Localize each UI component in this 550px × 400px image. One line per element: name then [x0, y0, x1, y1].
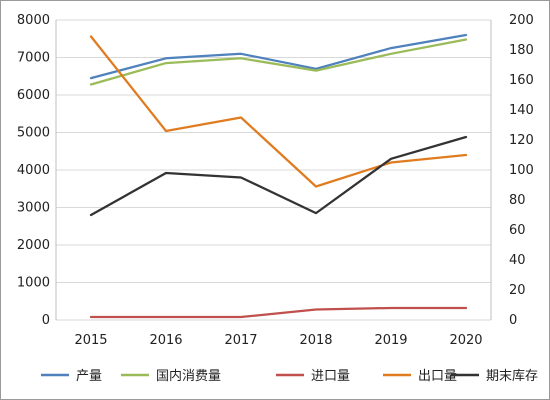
legend: 产量 国内消费量 进口量 出口量 期末库存	[41, 368, 538, 384]
x-tick-label: 2016	[149, 333, 182, 348]
y-left-tick-label: 0	[42, 313, 50, 328]
y-right-tick-label: 40	[509, 253, 526, 268]
y-left-tick-label: 2000	[17, 238, 50, 253]
series-line-3	[89, 306, 468, 319]
y-right-tick-label: 140	[509, 103, 534, 118]
legend-label: 国内消费量	[156, 368, 221, 384]
y-right-tick-label: 60	[509, 223, 526, 238]
x-tick-label: 2015	[74, 333, 107, 348]
y-left-tick-label: 7000	[17, 51, 50, 66]
y-right-tick-label: 160	[509, 73, 534, 88]
series-line-4	[89, 35, 468, 188]
y-left-tick-label: 5000	[17, 126, 50, 141]
grid-lines	[56, 19, 491, 321]
y-left-tick-label: 3000	[17, 201, 50, 216]
y-left-tick-label: 8000	[17, 13, 50, 28]
series-lines	[89, 33, 468, 319]
x-tick-label: 2019	[374, 333, 407, 348]
y-right-tick-label: 0	[509, 313, 517, 328]
y-left-tick-label: 1000	[17, 276, 50, 291]
x-tick-label: 2017	[224, 333, 257, 348]
y-right-tick-label: 120	[509, 133, 534, 148]
x-tick-label: 2020	[449, 333, 482, 348]
legend-label: 出口量	[418, 369, 457, 384]
y-right-tick-label: 100	[509, 163, 534, 178]
legend-label: 期末库存	[486, 368, 538, 384]
legend-label: 产量	[76, 369, 102, 384]
y-right-tick-label: 20	[509, 283, 526, 298]
x-tick-label: 2018	[299, 333, 332, 348]
series-line-5	[89, 135, 468, 217]
series-line-2	[89, 38, 468, 86]
axes: 0 1000 2000 3000 4000 5000 6000 7000 8000 0 20 40 60…	[17, 13, 534, 348]
y-left-tick-label: 4000	[17, 163, 50, 178]
y-left-tick-label: 6000	[17, 88, 50, 103]
y-right-tick-label: 200	[509, 13, 534, 28]
legend-label: 进口量	[311, 369, 350, 384]
series-line-1	[89, 33, 468, 80]
y-right-tick-label: 80	[509, 193, 526, 208]
y-right-tick-label: 180	[509, 43, 534, 58]
